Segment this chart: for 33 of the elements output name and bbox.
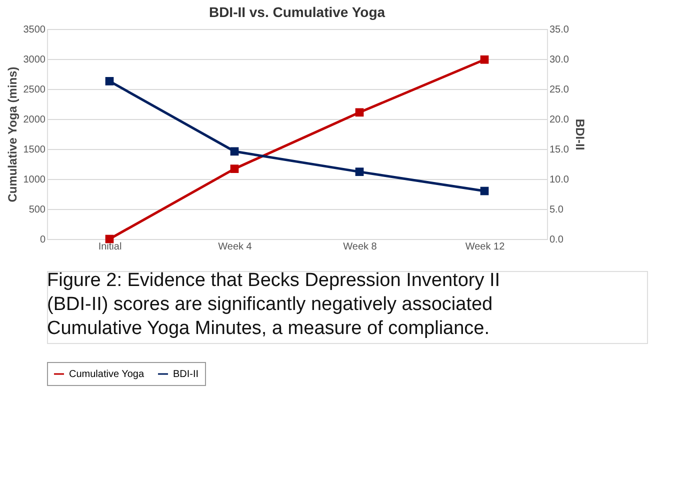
chart-title: BDI-II vs. Cumulative Yoga [208, 4, 386, 20]
x-tick-label: Week 4 [218, 242, 252, 252]
y-tick-label: 3000 [23, 54, 46, 66]
point [480, 55, 489, 64]
y2-tick-label: 20.0 [550, 114, 570, 126]
y-tick-label: 1000 [23, 174, 46, 186]
point [355, 168, 364, 176]
point [355, 108, 364, 117]
y2-tick-label: 35.0 [550, 24, 570, 36]
y-tick-label: 2500 [23, 84, 46, 96]
point [480, 186, 489, 196]
point [105, 77, 114, 86]
x-tick-label: Week 8 [343, 242, 378, 252]
y2-tick-label: 15.0 [550, 144, 570, 156]
y-tick-label: 500 [28, 204, 46, 216]
legend-label: Cumulative Yoga [69, 369, 144, 380]
x-tick-label: Week 12 [465, 242, 506, 252]
y2-tick-label: 0.0 [550, 234, 564, 246]
legend-label: BDI-II [173, 369, 199, 380]
y2-tick-label: 10.0 [550, 174, 570, 186]
caption: Figure 2: Evidence that Becks Depression Inventory II (BDI-II) scores are significantly negatively associated Cumulative Yoga Minutes, a measure of compliance. [47, 270, 500, 339]
y2-tick-label: 30.0 [550, 54, 570, 66]
y-tick-label: 3500 [23, 24, 46, 36]
y2-axis-title: BDI-II [572, 118, 587, 150]
x-tick-label: Initial [98, 242, 122, 252]
y2-tick-label: 25.0 [550, 84, 570, 96]
y-axis-title: Cumulative Yoga (mins) [5, 66, 20, 202]
y-tick-label: 2000 [23, 114, 46, 126]
point [230, 164, 239, 173]
y-tick-label: 1500 [23, 144, 46, 156]
point [230, 147, 239, 156]
y-tick-label: 0 [40, 234, 46, 246]
y2-tick-label: 5.0 [550, 204, 564, 216]
